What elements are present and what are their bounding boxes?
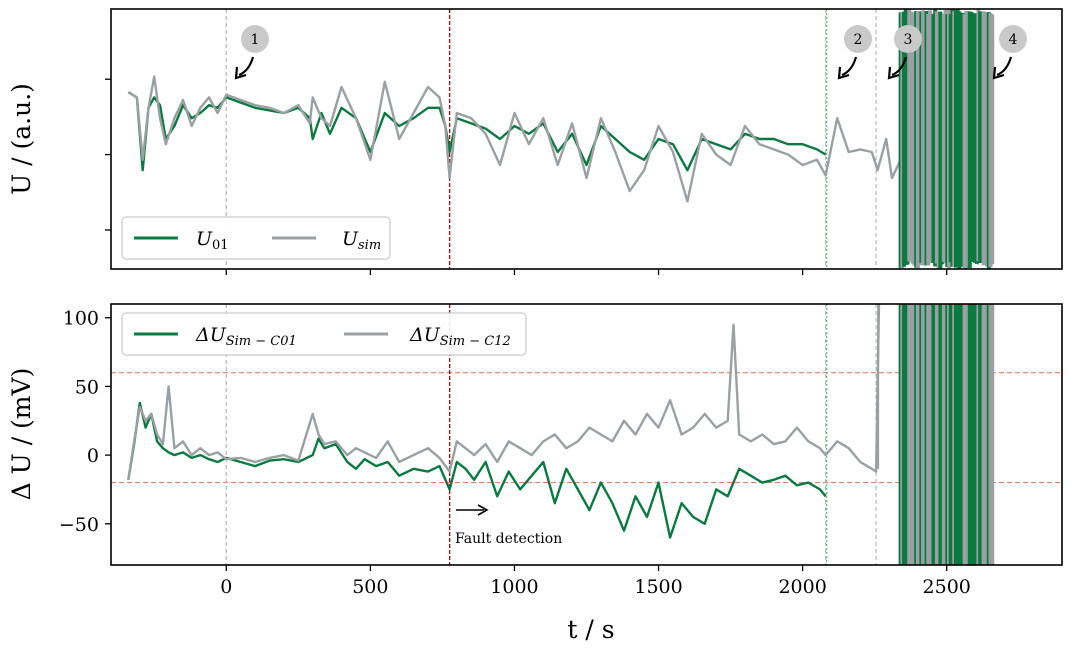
bottom-legend-box [121, 312, 527, 356]
y-tick-label: 50 [75, 376, 99, 398]
top-series-group [127, 75, 983, 219]
legend-label-du-c12: ΔUSim − C12 [409, 324, 511, 349]
marker-arrow [996, 56, 1013, 77]
marker-number: 3 [904, 32, 913, 48]
marker-arrow [841, 56, 858, 77]
marker-circle [844, 25, 872, 53]
top-plot-frame [110, 8, 1063, 270]
top-y-ticks [105, 78, 111, 231]
bottom-burst-region [877, 304, 995, 565]
marker-circle [999, 25, 1027, 53]
x-tick-label: 1500 [634, 576, 682, 598]
fault-detection-label: Fault detection [455, 531, 562, 547]
y-tick-label: 100 [63, 308, 99, 330]
marker-circle [894, 25, 922, 53]
series-line-3 [127, 303, 881, 480]
marker-arrow [238, 56, 255, 77]
marker-arrow-head [837, 66, 850, 80]
x-axis-label: t / s [567, 615, 614, 644]
series-line-0 [127, 91, 827, 172]
marker-arrow [891, 56, 908, 77]
bottom-panel: −50 0 50 100 0 500 1000 1500 2000 2500 Δ U / (mV… [7, 303, 1063, 644]
legend-label-usim: Usim [342, 228, 381, 253]
bottom-plot-frame [110, 303, 1063, 566]
bottom-legend: ΔUSim − C01 ΔUSim − C12 [121, 312, 527, 356]
y-tick-label: −50 [59, 514, 99, 536]
x-tick-label: 2000 [778, 576, 826, 598]
legend-label-u01: U01 [196, 228, 229, 253]
top-vertical-lines [225, 9, 980, 269]
top-legend-box [121, 216, 391, 260]
top-panel: 1 2 3 4 U / (a.u.) U01 Usim [7, 8, 1063, 275]
top-y-axis-label: U / (a.u.) [7, 83, 36, 195]
bottom-y-axis-label: Δ U / (mV) [7, 368, 36, 501]
marker-circle [241, 25, 269, 53]
y-tick-label: 0 [87, 445, 99, 467]
x-tick-label: 1000 [490, 576, 538, 598]
series-line-2 [127, 401, 827, 539]
marker-arrow-head [992, 66, 1005, 80]
fault-detection-annotation: Fault detection [455, 504, 562, 547]
top-legend: U01 Usim [121, 216, 391, 260]
bottom-y-ticks: −50 0 50 100 [59, 308, 111, 536]
bottom-x-ticks: 0 500 1000 1500 2000 2500 [220, 565, 971, 598]
top-markers: 1 2 3 4 [234, 25, 1027, 80]
top-x-ticks [225, 269, 948, 275]
x-tick-label: 0 [220, 576, 232, 598]
marker-number: 1 [251, 32, 260, 48]
marker-arrow-head [234, 66, 247, 80]
marker-number: 4 [1009, 32, 1018, 48]
marker-number: 2 [854, 32, 863, 48]
x-tick-label: 2500 [923, 576, 971, 598]
fault-arrow-head [477, 504, 489, 516]
x-tick-label: 500 [352, 576, 388, 598]
series-line-1 [127, 75, 983, 219]
bottom-series-group [127, 303, 881, 539]
marker-arrow-head [887, 66, 900, 80]
legend-label-du-c01: ΔUSim − C01 [195, 324, 297, 349]
